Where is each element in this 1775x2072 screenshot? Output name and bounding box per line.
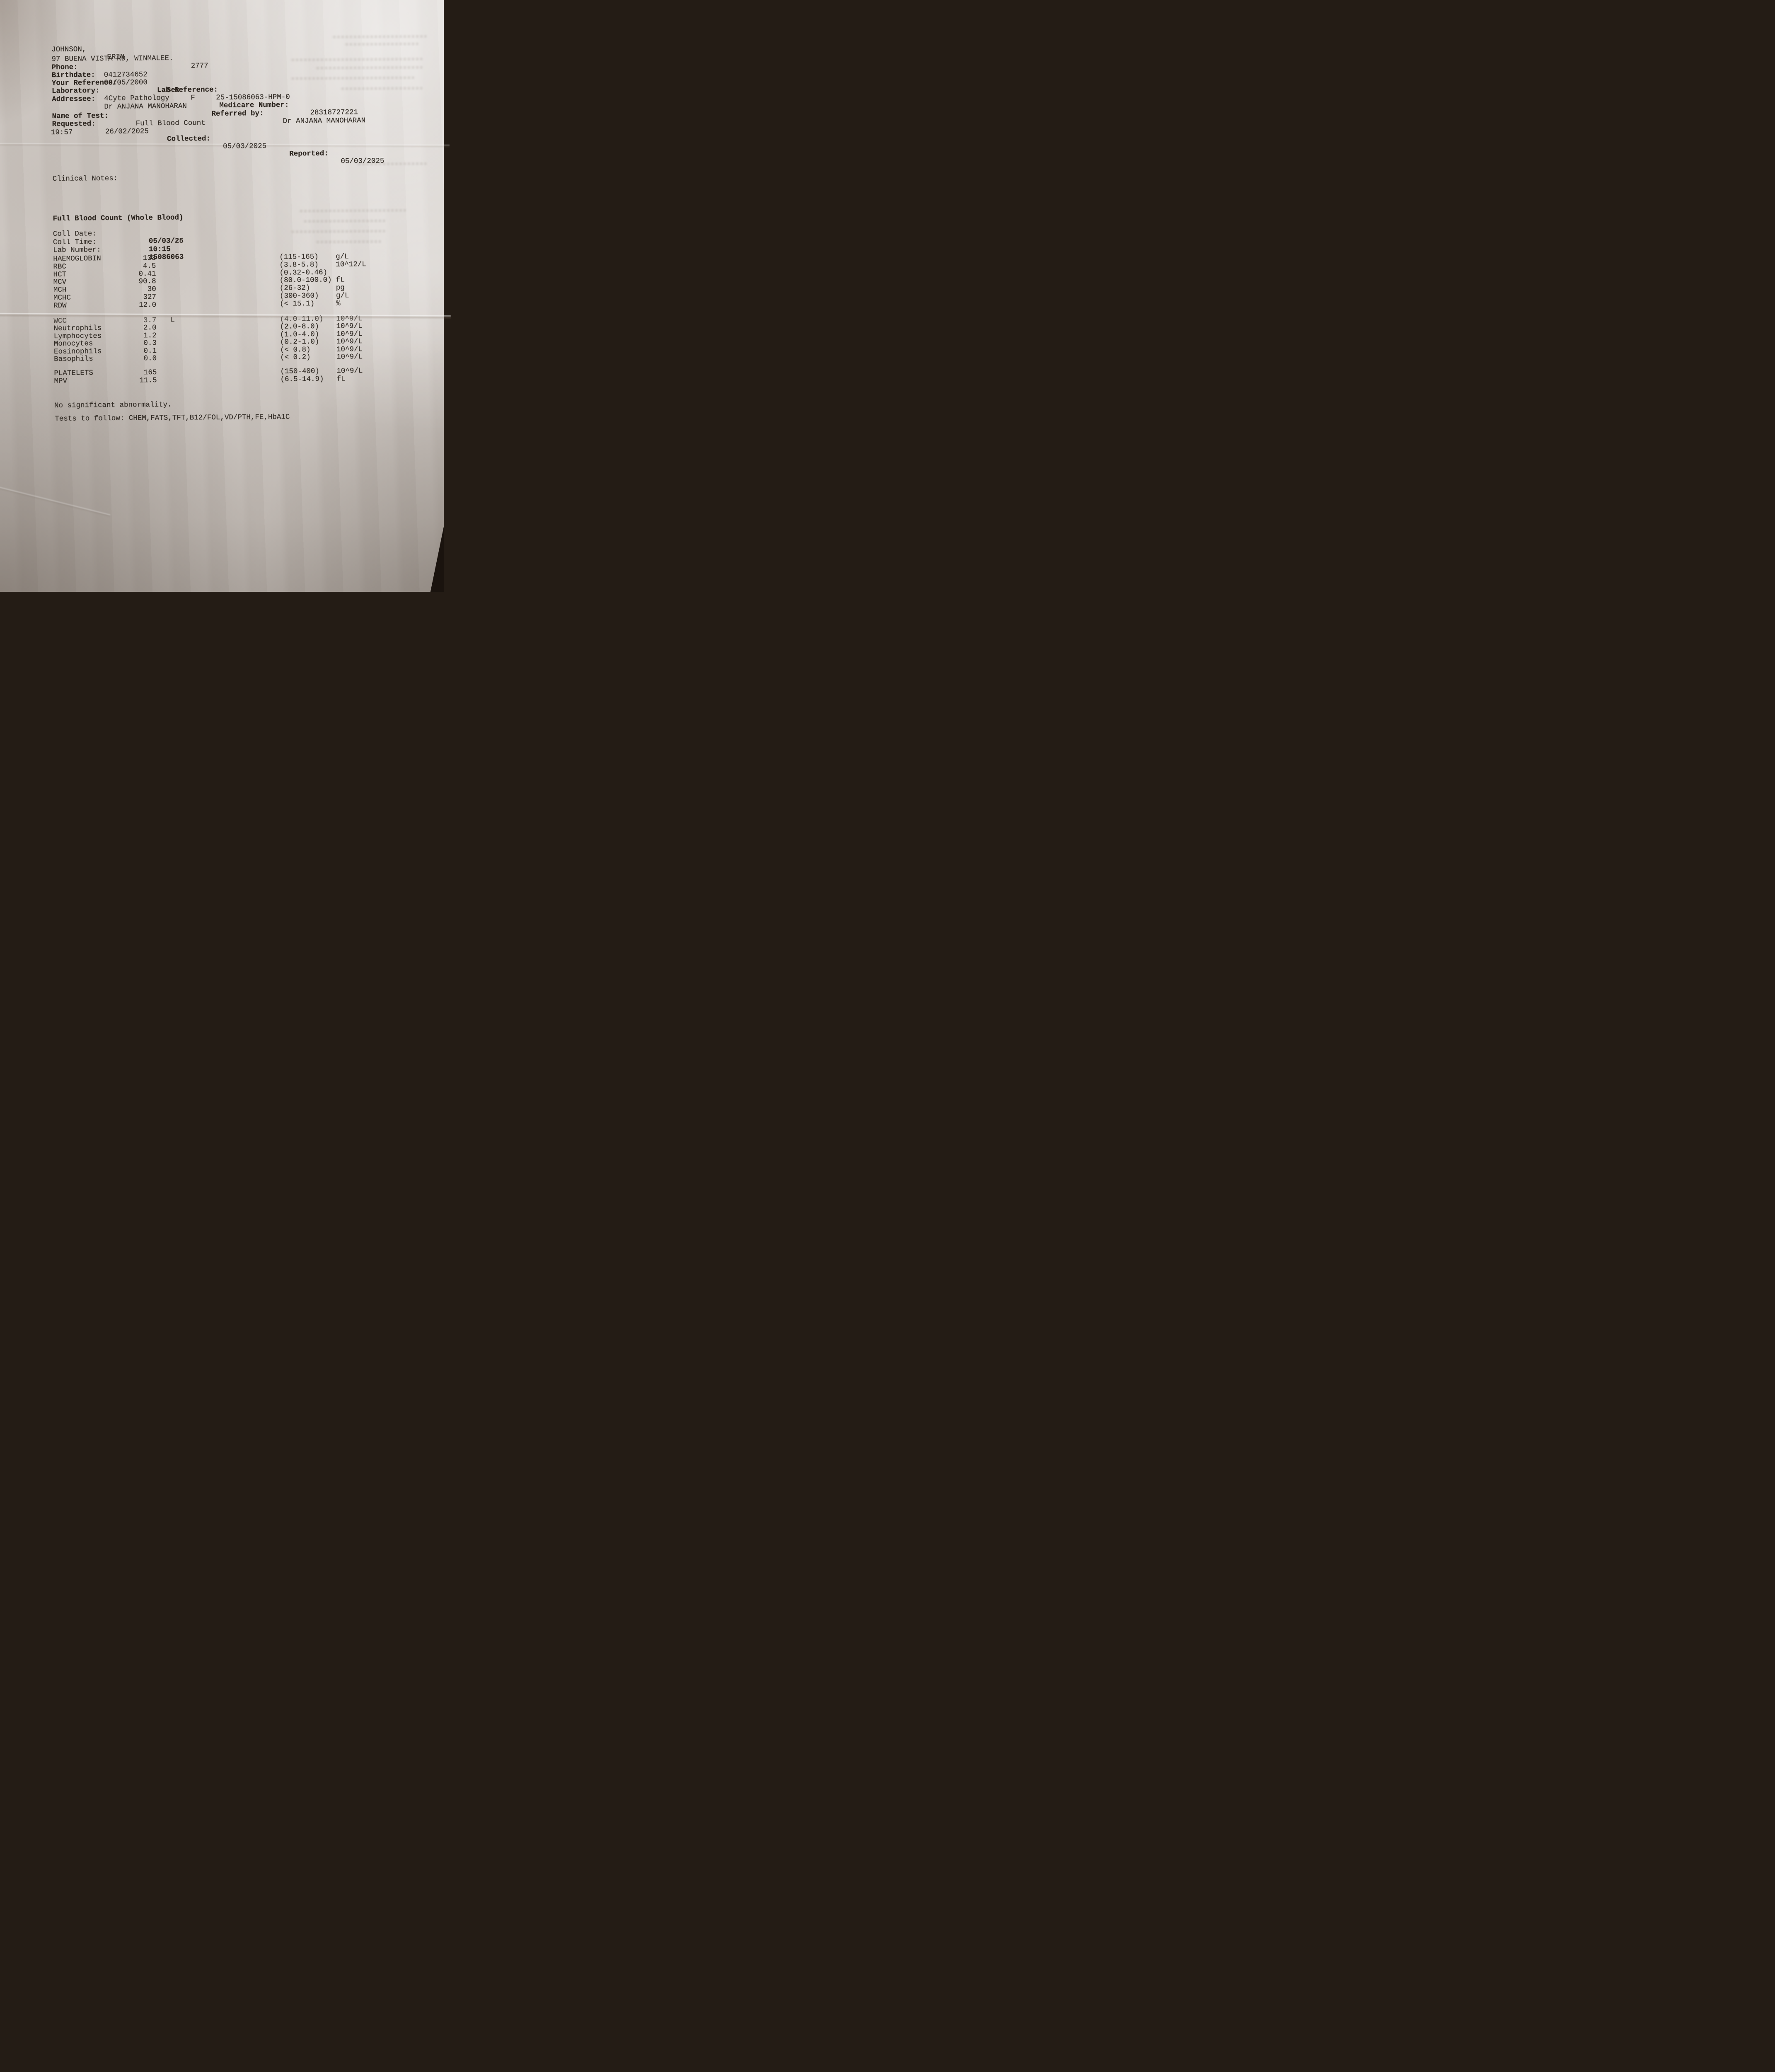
analyte-name: Monocytes	[53, 339, 93, 348]
reference-range: (115-165)	[279, 252, 319, 261]
unit-label: 10^12/L	[336, 260, 366, 269]
requested-value: 26/02/2025	[105, 127, 149, 136]
unit-label: g/L	[336, 252, 349, 261]
reported-time: 19:57	[51, 128, 73, 137]
unit-label: 10^9/L	[336, 353, 363, 361]
unit-label: 10^9/L	[336, 367, 363, 375]
analyte-value: 133	[143, 254, 156, 263]
sex-value: F	[191, 94, 195, 102]
analyte-value: 327	[143, 293, 157, 302]
reference-range: (2.0-8.0)	[280, 322, 319, 331]
analyte-name: Basophils	[54, 355, 93, 363]
analyte-value: 12.0	[138, 301, 157, 310]
analyte-name: MCH	[53, 286, 67, 294]
reference-range: (< 15.1)	[279, 300, 315, 308]
reference-range: (3.8-5.8)	[279, 260, 319, 269]
clinical-notes-line: Clinical Notes:	[1, 165, 445, 183]
page-root: { "photo": { "paper_color": "#d3cdc8", "…	[0, 0, 451, 592]
lab-reference-value: 25-15086063-HPM-0	[216, 93, 290, 102]
analyte-value: 4.5	[143, 262, 156, 271]
result-flag: L	[170, 316, 175, 324]
analyte-name: MCV	[53, 278, 67, 286]
laboratory-value: 4Cyte Pathology	[104, 94, 169, 103]
analyte-name: Neutrophils	[53, 324, 102, 333]
reported-label: Reported:	[289, 149, 329, 158]
unit-label: fL	[336, 276, 345, 284]
tests-to-follow-text: Tests to follow: CHEM,FATS,TFT,B12/FOL,V…	[55, 413, 290, 423]
analyte-value: 90.8	[138, 277, 156, 286]
lab-number-label: Lab Number:	[53, 246, 101, 254]
reference-range: (26-32)	[279, 284, 310, 293]
analyte-value: 0.0	[143, 354, 157, 363]
analyte-name: RDW	[53, 301, 67, 310]
fbc-title-line: Full Blood Count (Whole Blood)	[1, 204, 445, 223]
reference-range: (150-400)	[280, 367, 319, 376]
analyte-name: MCHC	[53, 293, 71, 302]
analyte-name: MPV	[54, 377, 68, 385]
reference-range: (0.2-1.0)	[280, 337, 319, 346]
analyte-value: 165	[143, 368, 157, 377]
analyte-value: 30	[147, 285, 156, 294]
analyte-value: 2.0	[143, 323, 157, 332]
analyte-name: HAEMOGLOBIN	[53, 254, 101, 263]
clinical-notes-label: Clinical Notes:	[52, 174, 118, 183]
coll-time-value: 10:15	[148, 245, 171, 254]
reference-range: (6.5-14.9)	[280, 375, 324, 384]
report-content: JOHNSON, ERIN 97 BUENA VISTA RD, WINMALE…	[0, 0, 448, 592]
collected-label: Collected:	[167, 134, 211, 143]
analyte-name: RBC	[53, 262, 66, 271]
reported-value: 05/03/2025	[341, 157, 385, 166]
reference-range: (300-360)	[279, 291, 319, 300]
analyte-value: 0.3	[143, 339, 157, 348]
analyte-value: 11.5	[139, 376, 157, 385]
collected-value: 05/03/2025	[223, 142, 267, 151]
reference-range: (80.0-100.0)	[279, 276, 332, 285]
reference-range: (< 0.2)	[280, 353, 311, 362]
unit-label: fL	[336, 375, 346, 383]
unit-label: %	[336, 299, 341, 308]
unit-label: g/L	[336, 291, 349, 300]
unit-label: pg	[336, 283, 345, 292]
comment-line: No significant abnormality.	[3, 391, 447, 410]
unit-label: 10^9/L	[336, 337, 363, 346]
paper-sheet	[0, 0, 444, 592]
addressee-label: Addressee:	[52, 95, 96, 104]
analyte-name: PLATELETS	[54, 369, 93, 378]
unit-label: 10^9/L	[336, 322, 363, 331]
